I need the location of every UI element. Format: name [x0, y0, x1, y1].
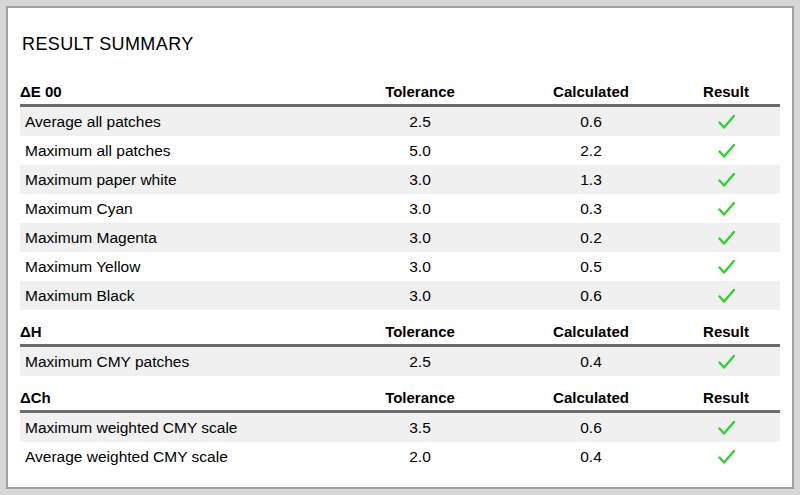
row-label: Maximum Black [20, 287, 330, 305]
section-delta-h: ΔH Tolerance Calculated Result Maximum C… [20, 318, 780, 376]
check-icon [717, 354, 736, 370]
row-result [672, 201, 780, 217]
page-title: RESULT SUMMARY [22, 34, 780, 54]
column-header-tolerance: Tolerance [330, 389, 510, 406]
row-result [672, 114, 780, 130]
table-row: Maximum paper white 3.0 1.3 [20, 165, 780, 194]
row-calculated: 1.3 [510, 171, 672, 189]
row-tolerance: 3.0 [330, 171, 510, 189]
table-row: Average all patches 2.5 0.6 [20, 107, 780, 136]
row-tolerance: 5.0 [330, 142, 510, 160]
row-label: Maximum weighted CMY scale [20, 419, 330, 437]
row-label: Average all patches [20, 113, 330, 131]
check-icon [717, 143, 736, 159]
row-result [672, 143, 780, 159]
row-result [672, 420, 780, 436]
row-result [672, 354, 780, 370]
section-delta-ch: ΔCh Tolerance Calculated Result Maximum … [20, 384, 780, 471]
section-title: ΔH [20, 323, 330, 340]
table-row: Average weighted CMY scale 2.0 0.4 [20, 442, 780, 471]
column-header-calculated: Calculated [510, 323, 672, 340]
row-tolerance: 3.0 [330, 200, 510, 218]
check-icon [717, 201, 736, 217]
section-header: ΔCh Tolerance Calculated Result [20, 384, 780, 413]
column-header-tolerance: Tolerance [330, 323, 510, 340]
row-tolerance: 2.5 [330, 113, 510, 131]
row-label: Maximum Magenta [20, 229, 330, 247]
table-row: Maximum weighted CMY scale 3.5 0.6 [20, 413, 780, 442]
row-label: Average weighted CMY scale [20, 448, 330, 466]
report-page: RESULT SUMMARY ΔE 00 Tolerance Calculate… [0, 0, 800, 495]
check-icon [717, 420, 736, 436]
row-calculated: 2.2 [510, 142, 672, 160]
row-label: Maximum Cyan [20, 200, 330, 218]
check-icon [717, 288, 736, 304]
row-tolerance: 3.0 [330, 287, 510, 305]
row-result [672, 172, 780, 188]
row-calculated: 0.4 [510, 448, 672, 466]
row-calculated: 0.6 [510, 287, 672, 305]
section-title: ΔE 00 [20, 83, 330, 100]
check-icon [717, 230, 736, 246]
check-icon [717, 259, 736, 275]
row-calculated: 0.6 [510, 113, 672, 131]
row-result [672, 230, 780, 246]
column-header-calculated: Calculated [510, 83, 672, 100]
row-result [672, 259, 780, 275]
row-label: Maximum CMY patches [20, 353, 330, 371]
section-header: ΔH Tolerance Calculated Result [20, 318, 780, 347]
row-calculated: 0.6 [510, 419, 672, 437]
check-icon [717, 172, 736, 188]
row-tolerance: 2.5 [330, 353, 510, 371]
table-row: Maximum Magenta 3.0 0.2 [20, 223, 780, 252]
row-result [672, 449, 780, 465]
column-header-result: Result [672, 323, 780, 340]
row-calculated: 0.5 [510, 258, 672, 276]
column-header-calculated: Calculated [510, 389, 672, 406]
section-title: ΔCh [20, 389, 330, 406]
column-header-result: Result [672, 389, 780, 406]
row-tolerance: 2.0 [330, 448, 510, 466]
row-result [672, 288, 780, 304]
row-calculated: 0.4 [510, 353, 672, 371]
section-delta-e00: ΔE 00 Tolerance Calculated Result Averag… [20, 78, 780, 310]
row-tolerance: 3.5 [330, 419, 510, 437]
column-header-tolerance: Tolerance [330, 83, 510, 100]
check-icon [717, 114, 736, 130]
result-summary-panel: RESULT SUMMARY ΔE 00 Tolerance Calculate… [6, 6, 794, 489]
row-label: Maximum all patches [20, 142, 330, 160]
row-tolerance: 3.0 [330, 229, 510, 247]
table-row: Maximum Cyan 3.0 0.3 [20, 194, 780, 223]
table-row: Maximum Black 3.0 0.6 [20, 281, 780, 310]
row-calculated: 0.3 [510, 200, 672, 218]
section-header: ΔE 00 Tolerance Calculated Result [20, 78, 780, 107]
check-icon [717, 449, 736, 465]
column-header-result: Result [672, 83, 780, 100]
row-tolerance: 3.0 [330, 258, 510, 276]
table-row: Maximum all patches 5.0 2.2 [20, 136, 780, 165]
row-label: Maximum paper white [20, 171, 330, 189]
row-calculated: 0.2 [510, 229, 672, 247]
table-row: Maximum CMY patches 2.5 0.4 [20, 347, 780, 376]
row-label: Maximum Yellow [20, 258, 330, 276]
table-row: Maximum Yellow 3.0 0.5 [20, 252, 780, 281]
